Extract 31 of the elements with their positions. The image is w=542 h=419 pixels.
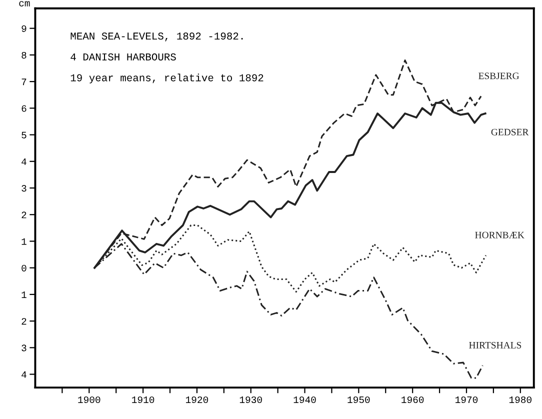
y-tick-label: 3 [22,344,26,352]
series-label: ESBJERG [478,72,520,80]
x-tick-label: 1980 [509,396,532,404]
y-tick-label: 9 [22,25,26,32]
text: 4 DANISH HARBOURS [70,53,176,60]
y-tick-label: 7 [22,78,26,86]
x-tick-label: 1910 [132,396,154,404]
y-tick-label: 4 [22,371,26,378]
y-tick-label: 6 [22,105,26,112]
x-tick-label: 1960 [402,396,424,404]
x-tick-label: 1940 [294,396,316,404]
text: MEAN SEA-LEVELS, 1892 -1982. [70,32,243,42]
x-tick-label: 1970 [456,396,478,404]
x-tick-label: 1900 [78,396,100,404]
annotation: 19 year means, relative to 1892 [70,74,264,84]
y-axis-title: cm [19,1,30,6]
y-tick-label: 2 [22,212,26,218]
y-tick-label: 1 [22,292,26,298]
y-tick-label: 3 [22,185,26,192]
x-tick-label: 1920 [186,396,208,404]
series-label: HIRTSHALS [469,342,522,348]
series-label: GEDSER [491,128,529,136]
y-tick-label: 1 [22,238,26,245]
y-tick-label: 0 [22,264,26,272]
y-tick-label: 2 [22,318,26,325]
y-tick-label: 8 [22,52,26,59]
text: HORNBÆK [475,232,524,238]
x-tick-label: 1930 [240,396,262,404]
x-tick-label: 1950 [348,396,370,404]
y-tick-label: 5 [22,132,26,138]
y-tick-label: 4 [22,158,26,165]
